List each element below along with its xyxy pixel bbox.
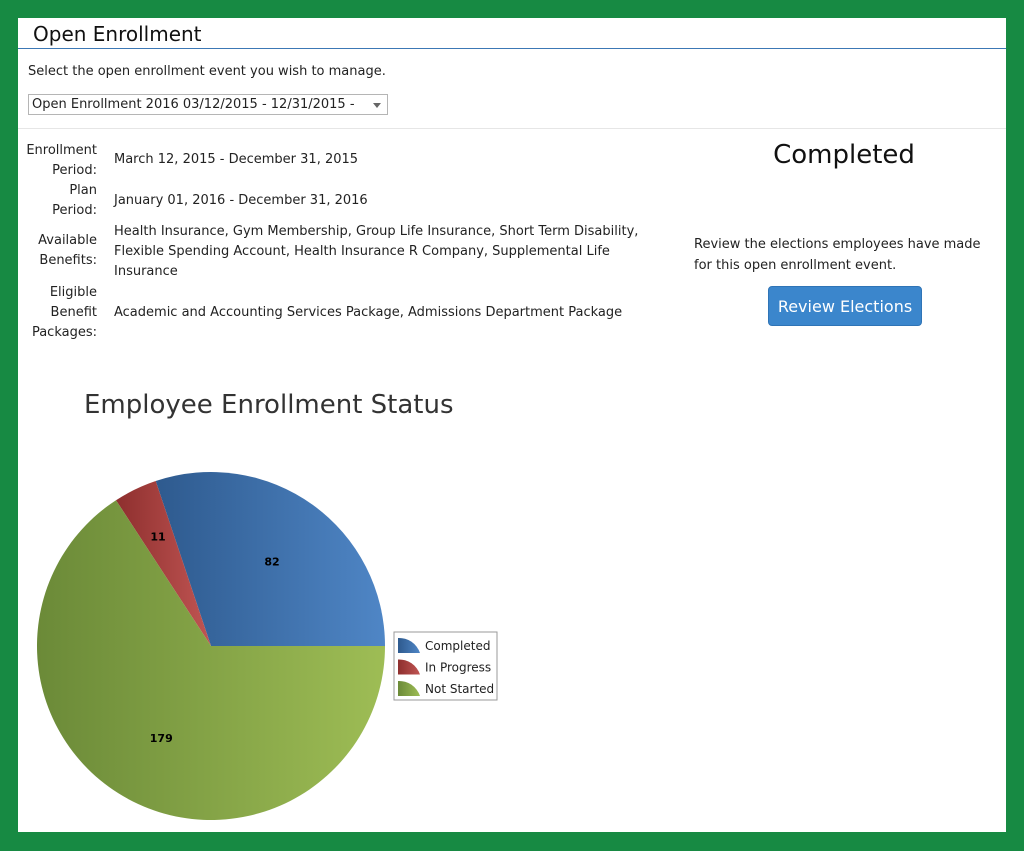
pie-slice-not-started xyxy=(37,500,385,820)
legend-swatch-in-progress xyxy=(398,659,420,675)
eligible-packages-label: Eligible Benefit Packages: xyxy=(18,283,97,343)
enrollment-event-select-value: Open Enrollment 2016 03/12/2015 - 12/31/… xyxy=(32,97,355,112)
page-title: Open Enrollment xyxy=(33,22,202,46)
plan-period-label: Plan Period: xyxy=(18,181,97,221)
eligible-packages-label-line2: Benefit xyxy=(50,305,97,320)
status-heading: Completed xyxy=(773,140,915,170)
pie-label-not-started: 179 xyxy=(150,732,173,745)
select-prompt: Select the open enrollment event you wis… xyxy=(28,64,386,79)
chevron-down-icon[interactable] xyxy=(373,103,381,108)
divider xyxy=(18,128,1006,129)
available-benefits-label-line2: Benefits: xyxy=(39,253,97,268)
enrollment-event-select[interactable]: Open Enrollment 2016 03/12/2015 - 12/31/… xyxy=(28,94,388,115)
eligible-packages-label-line3: Packages: xyxy=(31,325,97,340)
legend-label-not-started: Not Started xyxy=(425,682,494,696)
legend-label-in-progress: In Progress xyxy=(425,661,491,675)
enrollment-period-value: March 12, 2015 - December 31, 2015 xyxy=(114,152,359,167)
available-benefits-label: Available Benefits: xyxy=(18,231,97,271)
eligible-packages-value: Academic and Accounting Services Package… xyxy=(114,305,623,320)
eligible-packages-label-line1: Eligible xyxy=(49,285,97,300)
chart-title: Employee Enrollment Status xyxy=(84,390,454,420)
legend-label-completed: Completed xyxy=(425,639,490,653)
plan-period-label-line2: Period: xyxy=(52,203,97,218)
title-bar: Open Enrollment xyxy=(18,18,1006,49)
legend-swatch-not-started xyxy=(398,680,420,696)
enrollment-period-label-line1: Enrollment xyxy=(26,143,97,158)
pie-label-in-progress: 11 xyxy=(150,530,165,543)
available-benefits-label-line1: Available xyxy=(38,233,97,248)
open-enrollment-panel: Open Enrollment Select the open enrollme… xyxy=(18,18,1006,832)
plan-period-value: January 01, 2016 - December 31, 2016 xyxy=(114,193,368,208)
legend-swatch-completed xyxy=(398,637,420,653)
review-elections-button[interactable]: Review Elections xyxy=(768,286,922,326)
enrollment-pie-chart: 82 11 179 Completed In Progress Not Started xyxy=(37,472,498,820)
review-description: Review the elections employees have made… xyxy=(694,237,981,273)
pie-label-completed: 82 xyxy=(264,555,279,568)
pie-slice-in-progress xyxy=(116,481,211,646)
available-benefits-value: Health Insurance, Gym Membership, Group … xyxy=(114,224,639,279)
enrollment-period-label: Enrollment Period: xyxy=(18,141,97,181)
pie-slice-completed xyxy=(155,472,385,646)
enrollment-period-label-line2: Period: xyxy=(52,163,97,178)
plan-period-label-line1: Plan xyxy=(69,183,97,198)
